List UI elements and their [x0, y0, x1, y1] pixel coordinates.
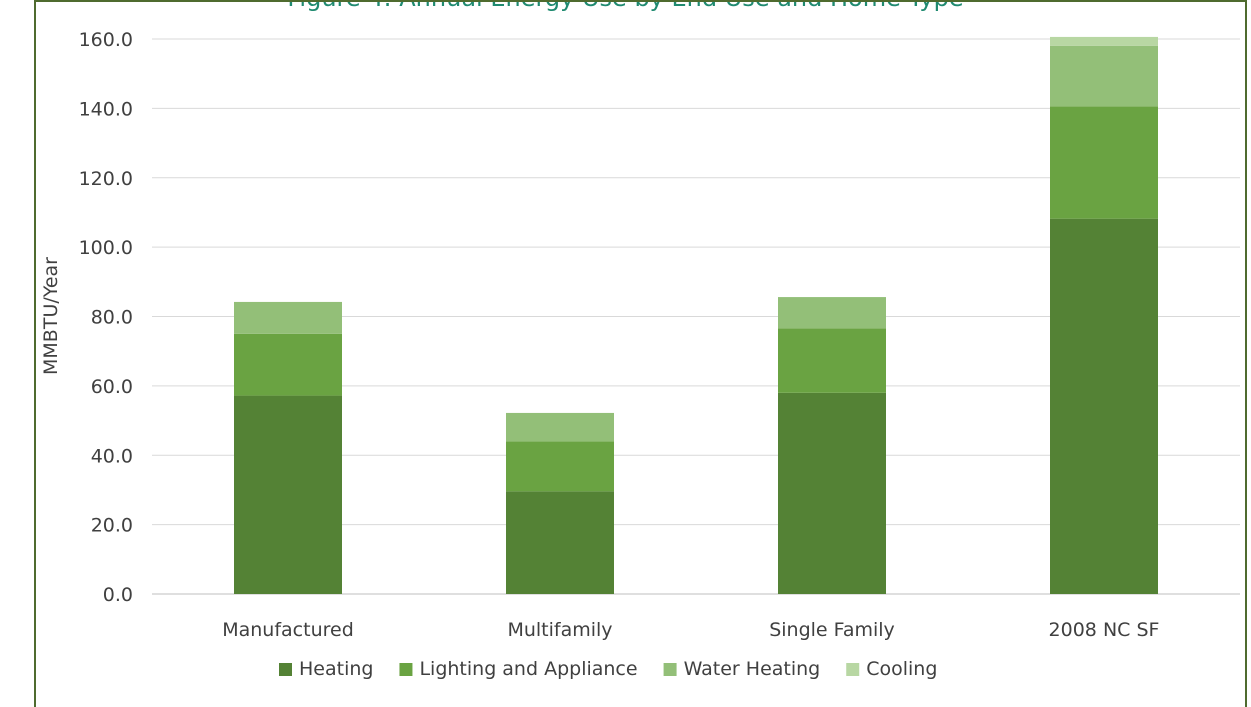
bar-segment — [234, 301, 342, 334]
bar-segment — [506, 441, 614, 492]
bar-segment — [1050, 45, 1158, 107]
legend-label: Lighting and Appliance — [419, 658, 637, 680]
legend-item: Cooling — [846, 658, 937, 680]
bar-segment — [1050, 106, 1158, 219]
x-tick-label: 2008 NC SF — [1049, 619, 1160, 641]
bar-segment — [234, 333, 342, 396]
y-axis-label: MMBTU/Year — [40, 257, 62, 375]
legend-item: Water Heating — [663, 658, 821, 680]
bar-segment — [778, 297, 886, 329]
chart-title: Figure 4: Annual Energy Use by End Use a… — [0, 0, 1251, 12]
legend-swatch — [663, 663, 677, 676]
x-tick-label: Manufactured — [222, 619, 354, 641]
x-tick-label: Single Family — [769, 619, 895, 641]
legend-item: Heating — [279, 658, 373, 680]
legend-label: Water Heating — [684, 658, 821, 680]
y-tick-label: 160.0 — [79, 29, 133, 51]
legend-label: Heating — [299, 658, 373, 680]
bars — [234, 36, 1158, 594]
bar-segment — [778, 392, 886, 594]
y-tick-label: 20.0 — [91, 515, 133, 537]
bar-segment — [1050, 218, 1158, 594]
legend-label: Cooling — [866, 658, 937, 680]
y-tick-label: 60.0 — [91, 376, 133, 398]
y-axis-ticks: 0.0 20.0 40.0 60.0 80.0 100.0 120.0 140.0 160.0 — [79, 29, 133, 606]
chart-border — [34, 0, 1247, 707]
y-tick-label: 100.0 — [79, 237, 133, 259]
bar-segment — [506, 412, 614, 442]
legend-swatch — [279, 663, 292, 676]
y-tick-label: 140.0 — [79, 98, 133, 120]
y-tick-label: 40.0 — [91, 445, 133, 467]
legend: Heating Lighting and Appliance Water Heati… — [279, 658, 937, 680]
y-tick-label: 80.0 — [91, 307, 133, 329]
x-tick-label: Multifamily — [507, 619, 612, 641]
legend-swatch — [399, 663, 413, 676]
legend-swatch — [846, 663, 860, 676]
bar-segment — [506, 491, 614, 594]
y-tick-label: 120.0 — [79, 168, 133, 190]
bar-segment — [234, 395, 342, 594]
bar-segment — [1050, 36, 1158, 46]
y-tick-label: 0.0 — [103, 584, 133, 606]
legend-item: Lighting and Appliance — [399, 658, 638, 680]
x-axis-ticks: Manufactured Multifamily Single Family 2008… — [222, 619, 1159, 641]
bar-segment — [778, 328, 886, 393]
